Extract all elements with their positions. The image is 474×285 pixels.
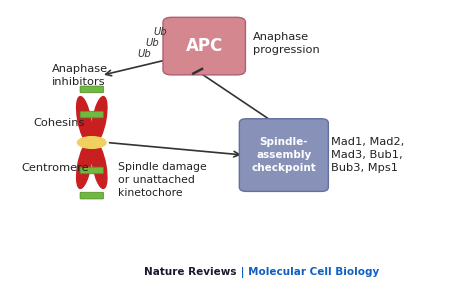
FancyBboxPatch shape <box>163 17 246 75</box>
Text: Nature Reviews: Nature Reviews <box>145 267 237 277</box>
FancyBboxPatch shape <box>239 119 328 192</box>
Ellipse shape <box>77 97 92 143</box>
Ellipse shape <box>91 142 107 188</box>
FancyBboxPatch shape <box>80 192 103 199</box>
FancyBboxPatch shape <box>80 111 103 118</box>
Text: Ub: Ub <box>154 27 167 37</box>
Text: Cohesins: Cohesins <box>33 118 84 128</box>
Text: Anaphase
inhibitors: Anaphase inhibitors <box>52 64 108 87</box>
Text: Centromere: Centromere <box>21 163 89 173</box>
Text: Mad1, Mad2,
Mad3, Bub1,
Bub3, Mps1: Mad1, Mad2, Mad3, Bub1, Bub3, Mps1 <box>331 137 404 173</box>
Text: | Molecular Cell Biology: | Molecular Cell Biology <box>237 267 379 278</box>
Text: Spindle-
assembly
checkpoint: Spindle- assembly checkpoint <box>252 137 316 173</box>
Text: Anaphase
progression: Anaphase progression <box>254 32 320 55</box>
FancyBboxPatch shape <box>80 86 103 93</box>
Text: APC: APC <box>186 37 223 55</box>
Text: Spindle damage
or unattached
kinetochore: Spindle damage or unattached kinetochore <box>118 162 206 198</box>
Ellipse shape <box>78 137 106 148</box>
Ellipse shape <box>77 142 92 188</box>
Text: Ub: Ub <box>137 50 151 60</box>
Ellipse shape <box>91 97 107 143</box>
FancyBboxPatch shape <box>80 167 103 174</box>
Text: Ub: Ub <box>146 38 159 48</box>
